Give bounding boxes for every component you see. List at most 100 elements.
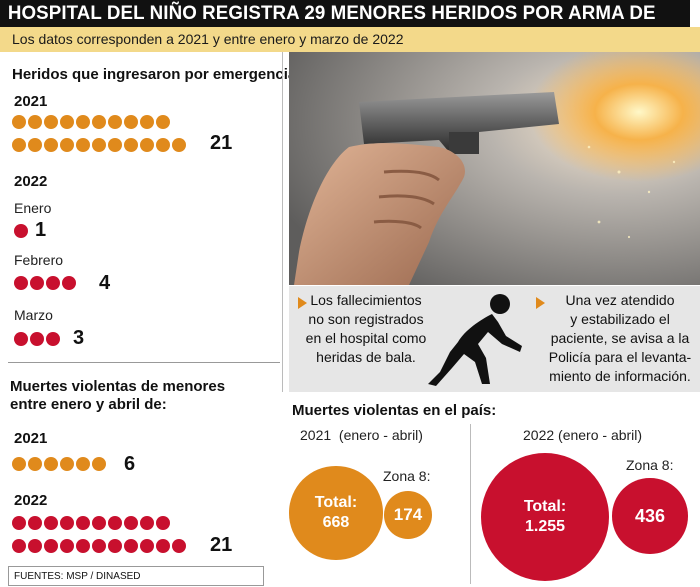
deaths-year-2021: 2021 xyxy=(14,430,48,447)
injured-marzo-dot xyxy=(46,332,60,346)
injured-2021-dot xyxy=(156,138,170,152)
subtitle-bar: Los datos corresponden a 2021 y entre en… xyxy=(0,27,700,52)
zone-label-2022: Zona 8: xyxy=(626,457,674,473)
info-left-line: en el hospital como xyxy=(305,330,427,346)
injured-2021-dot xyxy=(28,115,42,129)
bubble-value: 436 xyxy=(634,505,665,526)
deaths-2021-dot xyxy=(28,457,42,471)
deaths-minors-title: Muertes violentas de menores entre enero… xyxy=(10,378,225,414)
deaths-minors-title-line2: entre enero y abril de: xyxy=(10,396,167,413)
value-label-enero: 1 xyxy=(35,219,47,241)
value-label-2021: 21 xyxy=(210,132,233,154)
month-label-febrero: Febrero xyxy=(14,252,64,268)
deaths-2021-dot xyxy=(60,457,74,471)
hand xyxy=(294,143,465,285)
injured-2021-dot xyxy=(44,115,58,129)
injured-febrero-dot xyxy=(14,276,28,290)
deaths-2022-dot xyxy=(124,516,138,530)
pictogram-row xyxy=(12,138,186,152)
month-label-enero: Enero xyxy=(14,200,52,216)
info-right-line: y estabilizado el xyxy=(570,311,670,327)
arrow-bullet-icon xyxy=(536,297,545,309)
arrow-bullet-icon xyxy=(298,297,307,309)
pictogram-row xyxy=(14,332,60,346)
deaths-2022-dot xyxy=(108,516,122,530)
info-left-line: Los fallecimientos xyxy=(310,292,422,308)
deaths-2022-dot xyxy=(12,516,26,530)
year-label-2022: 2022 xyxy=(14,173,48,190)
pictogram-row xyxy=(14,224,28,238)
pictogram-row xyxy=(12,539,186,553)
deaths-2022-dot xyxy=(92,516,106,530)
bubble-value: 1.255 xyxy=(524,518,566,535)
deaths-value-2022: 21 xyxy=(210,534,233,556)
month-label-marzo: Marzo xyxy=(14,307,53,323)
injured-2021-dot xyxy=(156,115,170,129)
deaths-2022-dot xyxy=(124,539,138,553)
footer-box xyxy=(8,566,264,586)
deaths-2022-dot xyxy=(44,539,58,553)
deaths-minors-title-line1: Muertes violentas de menores xyxy=(10,378,226,395)
info-right-line: paciente, se avisa a la xyxy=(550,330,690,346)
injured-2021-dot xyxy=(172,138,186,152)
injured-2021-dot xyxy=(108,138,122,152)
bubble-total-2021: Total: 668 xyxy=(289,466,383,560)
year-label-2021: 2021 xyxy=(14,93,48,110)
injured-marzo-dot xyxy=(30,332,44,346)
bubble-value: 668 xyxy=(322,513,350,531)
bubble-label: Total: xyxy=(523,498,567,515)
info-right-line: Una vez atendido xyxy=(565,292,675,308)
info-text-left: Los fallecimientos no son registrados en… xyxy=(296,291,436,367)
deaths-2022-dot xyxy=(28,539,42,553)
injured-2021-dot xyxy=(124,115,138,129)
deaths-2021-dot xyxy=(92,457,106,471)
injured-2021-dot xyxy=(12,115,26,129)
bubble-divider xyxy=(470,424,471,584)
deaths-2022-dot xyxy=(140,516,154,530)
injured-2021-dot xyxy=(76,115,90,129)
zone-label-2021: Zona 8: xyxy=(383,468,431,484)
injured-2021-dot xyxy=(12,138,26,152)
deaths-2022-dot xyxy=(12,539,26,553)
deaths-2022-dot xyxy=(28,516,42,530)
deaths-2022-dot xyxy=(156,516,170,530)
country-deaths-title: Muertes violentas en el país: xyxy=(292,402,497,419)
injured-2021-dot xyxy=(140,138,154,152)
injured-febrero-dot xyxy=(46,276,60,290)
injured-2021-dot xyxy=(140,115,154,129)
injured-enero-dot xyxy=(14,224,28,238)
deaths-year-2022: 2022 xyxy=(14,492,48,509)
info-right-line: miento de información. xyxy=(549,368,691,384)
injured-2021-dot xyxy=(44,138,58,152)
injured-2021-dot xyxy=(108,115,122,129)
deaths-2022-dot xyxy=(76,516,90,530)
bubble-zone-2022: 436 xyxy=(612,478,688,554)
info-right-line: Policía para el levanta- xyxy=(548,349,692,365)
column-divider xyxy=(282,52,283,392)
pictogram-row xyxy=(12,516,170,530)
page-title: HOSPITAL DEL NIÑO REGISTRA 29 MENORES HE… xyxy=(0,0,690,51)
bubble-value: 174 xyxy=(393,505,423,525)
deaths-2021-dot xyxy=(12,457,26,471)
period-label-2022: 2022 (enero - abril) xyxy=(523,427,643,443)
value-label-marzo: 3 xyxy=(73,327,85,349)
deaths-value-2021: 6 xyxy=(124,453,136,475)
deaths-2022-dot xyxy=(156,539,170,553)
info-left-line: heridas de bala. xyxy=(316,349,416,365)
gun-photo xyxy=(289,52,700,285)
deaths-2022-dot xyxy=(172,539,186,553)
deaths-2022-dot xyxy=(44,516,58,530)
deaths-2021-dot xyxy=(44,457,58,471)
injured-section-title: Heridos que ingresaron por emergencia xyxy=(12,66,297,83)
footer-source: FUENTES: MSP / DINASED xyxy=(14,571,141,582)
injured-febrero-dot xyxy=(30,276,44,290)
info-text-right: Una vez atendido y estabilizado el pacie… xyxy=(540,291,700,386)
period-label-2021: 2021 (enero - abril) xyxy=(300,427,423,443)
injured-2021-dot xyxy=(124,138,138,152)
deaths-2022-dot xyxy=(60,516,74,530)
deaths-2022-dot xyxy=(60,539,74,553)
pistol xyxy=(359,92,559,152)
pictogram-row xyxy=(14,276,76,290)
pictogram-row xyxy=(12,457,106,471)
deaths-2022-dot xyxy=(76,539,90,553)
